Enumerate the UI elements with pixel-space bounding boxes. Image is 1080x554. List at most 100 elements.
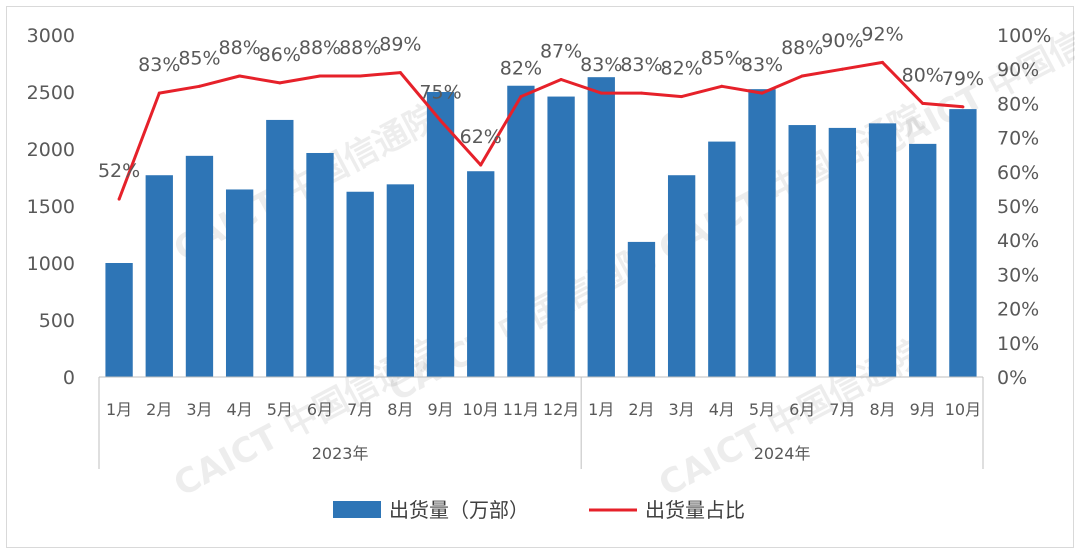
x-group-label: 2024年	[754, 444, 811, 463]
y-right-tick-label: 50%	[997, 196, 1039, 218]
line-point	[559, 77, 563, 81]
line-path	[117, 60, 964, 200]
bar	[909, 143, 937, 377]
bar	[788, 125, 816, 377]
bar	[748, 89, 776, 378]
line-data-label: 90%	[821, 30, 863, 52]
line-point	[398, 71, 402, 75]
bar	[346, 191, 374, 377]
x-tick-label: 7月	[829, 400, 855, 419]
bar	[105, 263, 133, 377]
line-point	[197, 84, 201, 88]
x-tick-label: 5月	[267, 400, 293, 419]
bar	[587, 77, 615, 378]
y-right-tick-label: 0%	[997, 367, 1027, 389]
line-data-label: 86%	[259, 44, 301, 66]
line-point	[519, 95, 523, 99]
line-point	[840, 67, 844, 71]
line-data-label: 88%	[299, 37, 341, 59]
line-point	[439, 119, 443, 122]
line-data-labels: 52%83%85%88%86%88%88%89%75%62%82%87%83%8…	[98, 23, 984, 182]
y-right-tick-label: 60%	[997, 162, 1039, 184]
line-data-label: 89%	[379, 34, 421, 56]
bar	[386, 184, 415, 377]
bar	[828, 127, 857, 377]
x-tick-label: 6月	[789, 400, 815, 419]
line-data-label: 52%	[98, 160, 140, 182]
x-tick-label: 10月	[945, 400, 981, 419]
left-axis: 0 500 1000 1500 2000 2500 3000	[27, 25, 75, 389]
y-left-tick-label: 2000	[27, 139, 75, 161]
bar	[185, 155, 214, 377]
line-point	[238, 74, 242, 78]
bar	[949, 109, 977, 377]
line-data-label: 88%	[781, 37, 823, 59]
bar	[708, 141, 736, 377]
line-data-label: 85%	[701, 47, 743, 69]
x-tick-label: 4月	[709, 400, 735, 419]
x-tick-label: 4月	[227, 400, 253, 419]
line-point	[921, 101, 925, 105]
line-point	[117, 197, 121, 201]
y-right-tick-label: 30%	[997, 264, 1039, 286]
line-data-label: 83%	[138, 54, 180, 76]
x-tick-label: 8月	[869, 400, 895, 419]
right-axis: 0% 10% 20% 30% 40% 50% 60% 70% 80% 90% 100%	[997, 25, 1051, 389]
line-data-label: 85%	[178, 47, 220, 69]
bar-series	[105, 77, 977, 378]
bar	[306, 152, 334, 377]
bar	[225, 189, 254, 377]
line-data-label: 87%	[540, 40, 582, 62]
y-left-tick-label: 3000	[27, 25, 75, 47]
y-right-tick-label: 20%	[997, 299, 1039, 321]
line-data-label: 83%	[580, 54, 622, 76]
line-data-label: 83%	[741, 54, 783, 76]
bar	[266, 119, 294, 378]
y-left-tick-label: 0	[63, 367, 75, 389]
line-data-label: 80%	[902, 64, 944, 86]
line-point	[680, 95, 684, 99]
line-point	[760, 91, 764, 95]
x-tick-label: 11月	[503, 400, 539, 419]
y-right-tick-label: 90%	[997, 59, 1039, 81]
x-tick-label: 1月	[588, 400, 614, 419]
line-point	[639, 91, 643, 95]
x-tick-label: 9月	[427, 400, 453, 419]
x-axis: 1月 2月 3月 4月 5月 6月 7月 8月 9月 10月 11月 12月 1月 2月 3月 4月 5月 6月 7…	[98, 376, 984, 469]
legend-bar-swatch	[333, 501, 381, 518]
legend-bar-label: 出货量（万部）	[389, 498, 529, 522]
x-tick-label: 6月	[307, 400, 333, 419]
line-data-label: 88%	[219, 37, 261, 59]
line-point	[961, 105, 965, 109]
x-tick-label: 8月	[387, 400, 413, 419]
y-right-tick-label: 70%	[997, 128, 1039, 150]
line-point	[278, 81, 282, 85]
line-data-label: 92%	[861, 23, 903, 45]
line-point	[479, 163, 483, 167]
line-point	[800, 74, 804, 78]
bar	[145, 175, 173, 377]
y-right-tick-label: 80%	[997, 93, 1039, 115]
legend-line-label: 出货量占比	[645, 498, 745, 522]
x-tick-label: 7月	[347, 400, 373, 419]
y-left-tick-label: 2500	[27, 82, 75, 104]
line-point	[318, 74, 322, 78]
line-data-label: 83%	[620, 54, 662, 76]
x-tick-label: 1月	[106, 400, 132, 419]
y-left-tick-label: 1500	[27, 196, 75, 218]
legend: 出货量（万部） 出货量占比	[333, 498, 745, 522]
bar	[467, 171, 495, 377]
line-data-label: 82%	[500, 58, 542, 80]
line-data-label: 88%	[339, 37, 381, 59]
y-right-tick-label: 40%	[997, 230, 1039, 252]
x-group-label: 2023年	[312, 444, 369, 463]
line-point	[881, 60, 885, 64]
x-tick-label: 10月	[463, 400, 499, 419]
x-tick-label: 9月	[910, 400, 936, 419]
y-left-tick-label: 1000	[27, 253, 75, 275]
bar	[627, 241, 656, 377]
line-point	[358, 74, 362, 78]
line-data-label: 75%	[419, 82, 461, 104]
